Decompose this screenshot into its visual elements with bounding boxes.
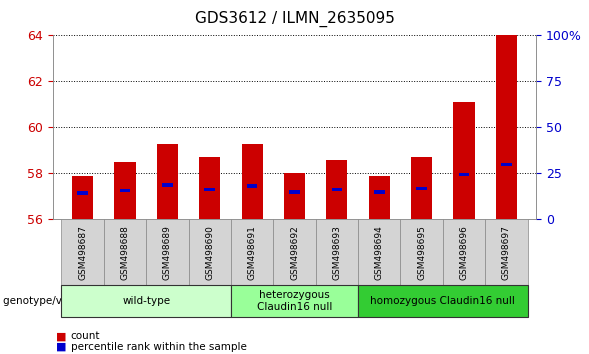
- Bar: [332, 188, 342, 191]
- Bar: [204, 188, 215, 191]
- Bar: [284, 173, 305, 219]
- Bar: [454, 102, 475, 219]
- Text: homozygous Claudin16 null: homozygous Claudin16 null: [370, 296, 515, 306]
- Bar: [157, 144, 178, 219]
- Bar: [459, 173, 469, 176]
- Text: ■: ■: [56, 331, 67, 341]
- Text: GSM498697: GSM498697: [502, 225, 511, 280]
- Bar: [416, 187, 427, 190]
- Text: GSM498688: GSM498688: [121, 225, 130, 280]
- Text: count: count: [71, 331, 100, 341]
- Bar: [289, 190, 300, 194]
- Text: GSM498687: GSM498687: [78, 225, 87, 280]
- Bar: [77, 191, 88, 195]
- Bar: [247, 184, 257, 188]
- Text: GSM498695: GSM498695: [417, 225, 426, 280]
- Bar: [114, 162, 135, 219]
- Text: GSM498692: GSM498692: [290, 225, 299, 280]
- Bar: [120, 189, 130, 193]
- Text: ■: ■: [56, 342, 67, 352]
- Bar: [369, 176, 390, 219]
- Bar: [162, 183, 173, 187]
- Text: GSM498691: GSM498691: [247, 225, 257, 280]
- Text: GSM498693: GSM498693: [332, 225, 342, 280]
- Bar: [411, 157, 432, 219]
- Bar: [326, 160, 348, 219]
- Text: GSM498694: GSM498694: [375, 225, 383, 280]
- Text: percentile rank within the sample: percentile rank within the sample: [71, 342, 247, 352]
- Bar: [241, 144, 263, 219]
- Text: GSM498690: GSM498690: [206, 225, 214, 280]
- Text: GSM498696: GSM498696: [459, 225, 468, 280]
- Text: genotype/variation  ▶: genotype/variation ▶: [3, 296, 117, 306]
- Text: heterozygous
Claudin16 null: heterozygous Claudin16 null: [257, 290, 332, 312]
- Bar: [374, 190, 385, 194]
- Text: wild-type: wild-type: [122, 296, 170, 306]
- Text: GDS3612 / ILMN_2635095: GDS3612 / ILMN_2635095: [194, 11, 395, 27]
- Text: GSM498689: GSM498689: [163, 225, 172, 280]
- Bar: [501, 162, 512, 166]
- Bar: [199, 157, 220, 219]
- Bar: [496, 35, 517, 219]
- Bar: [72, 176, 93, 219]
